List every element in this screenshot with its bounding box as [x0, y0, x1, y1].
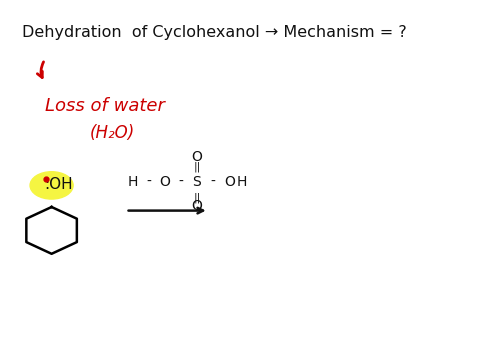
- Text: ||: ||: [193, 192, 201, 203]
- Text: (H₂O): (H₂O): [90, 124, 135, 142]
- Text: -: -: [146, 175, 151, 189]
- Text: -: -: [211, 175, 216, 189]
- Text: Loss of water: Loss of water: [45, 97, 165, 115]
- Text: :OH: :OH: [44, 177, 72, 192]
- Ellipse shape: [30, 172, 73, 199]
- Text: O: O: [192, 150, 203, 164]
- Text: Dehydration  of Cyclohexanol → Mechanism = ?: Dehydration of Cyclohexanol → Mechanism …: [23, 25, 407, 40]
- Text: H: H: [237, 175, 247, 189]
- Text: O: O: [159, 175, 170, 189]
- Text: O: O: [192, 199, 203, 213]
- Text: ||: ||: [193, 161, 201, 172]
- Text: -: -: [179, 175, 183, 189]
- Text: S: S: [192, 175, 201, 189]
- Text: H: H: [127, 175, 138, 189]
- Text: O: O: [224, 175, 235, 189]
